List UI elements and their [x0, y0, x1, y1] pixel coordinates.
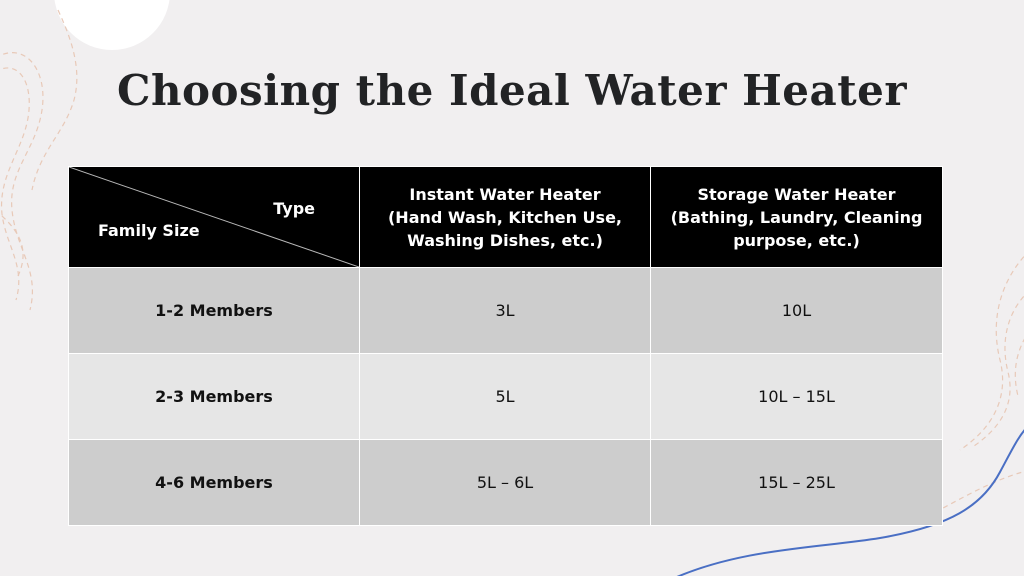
decor-circle	[54, 0, 170, 50]
header-storage-uses-line-2: purpose, etc.)	[733, 230, 860, 250]
topographic-lines-right	[919, 255, 1024, 521]
topographic-lines-left	[0, 9, 78, 311]
header-instant-title: Instant Water Heater	[409, 184, 601, 204]
table-row: 2-3 Members 5L 10L – 15L	[68, 353, 943, 440]
header-storage-water-heater: Storage Water Heater (Bathing, Laundry, …	[650, 166, 943, 268]
header-storage-uses-line-1: (Bathing, Laundry, Cleaning	[670, 207, 923, 227]
storage-capacity-cell: 10L – 15L	[650, 353, 943, 440]
table-row: 4-6 Members 5L – 6L 15L – 25L	[68, 439, 943, 526]
instant-capacity-cell: 5L	[359, 353, 651, 440]
header-instant-water-heater: Instant Water Heater (Hand Wash, Kitchen…	[359, 166, 651, 268]
table-header-row: Type Family Size Instant Water Heater (H…	[68, 166, 943, 268]
family-size-label: Family Size	[98, 221, 200, 240]
header-instant-uses-line-2: Washing Dishes, etc.)	[407, 230, 603, 250]
storage-capacity-cell: 10L	[650, 267, 943, 354]
water-heater-table: Type Family Size Instant Water Heater (H…	[68, 166, 943, 526]
instant-capacity-cell: 5L – 6L	[359, 439, 651, 526]
accent-wave-line	[676, 429, 1024, 576]
instant-capacity-cell: 3L	[359, 267, 651, 354]
table-row: 1-2 Members 3L 10L	[68, 267, 943, 354]
storage-capacity-cell: 15L – 25L	[650, 439, 943, 526]
family-size-cell: 2-3 Members	[68, 353, 360, 440]
header-storage-title: Storage Water Heater	[697, 184, 896, 204]
diagonal-divider	[69, 167, 359, 267]
header-instant-uses-line-1: (Hand Wash, Kitchen Use,	[387, 207, 622, 227]
corner-header-cell: Type Family Size	[68, 166, 360, 268]
type-label: Type	[273, 199, 315, 218]
family-size-cell: 4-6 Members	[68, 439, 360, 526]
family-size-cell: 1-2 Members	[68, 267, 360, 354]
slide-title: Choosing the Ideal Water Heater	[117, 66, 907, 115]
